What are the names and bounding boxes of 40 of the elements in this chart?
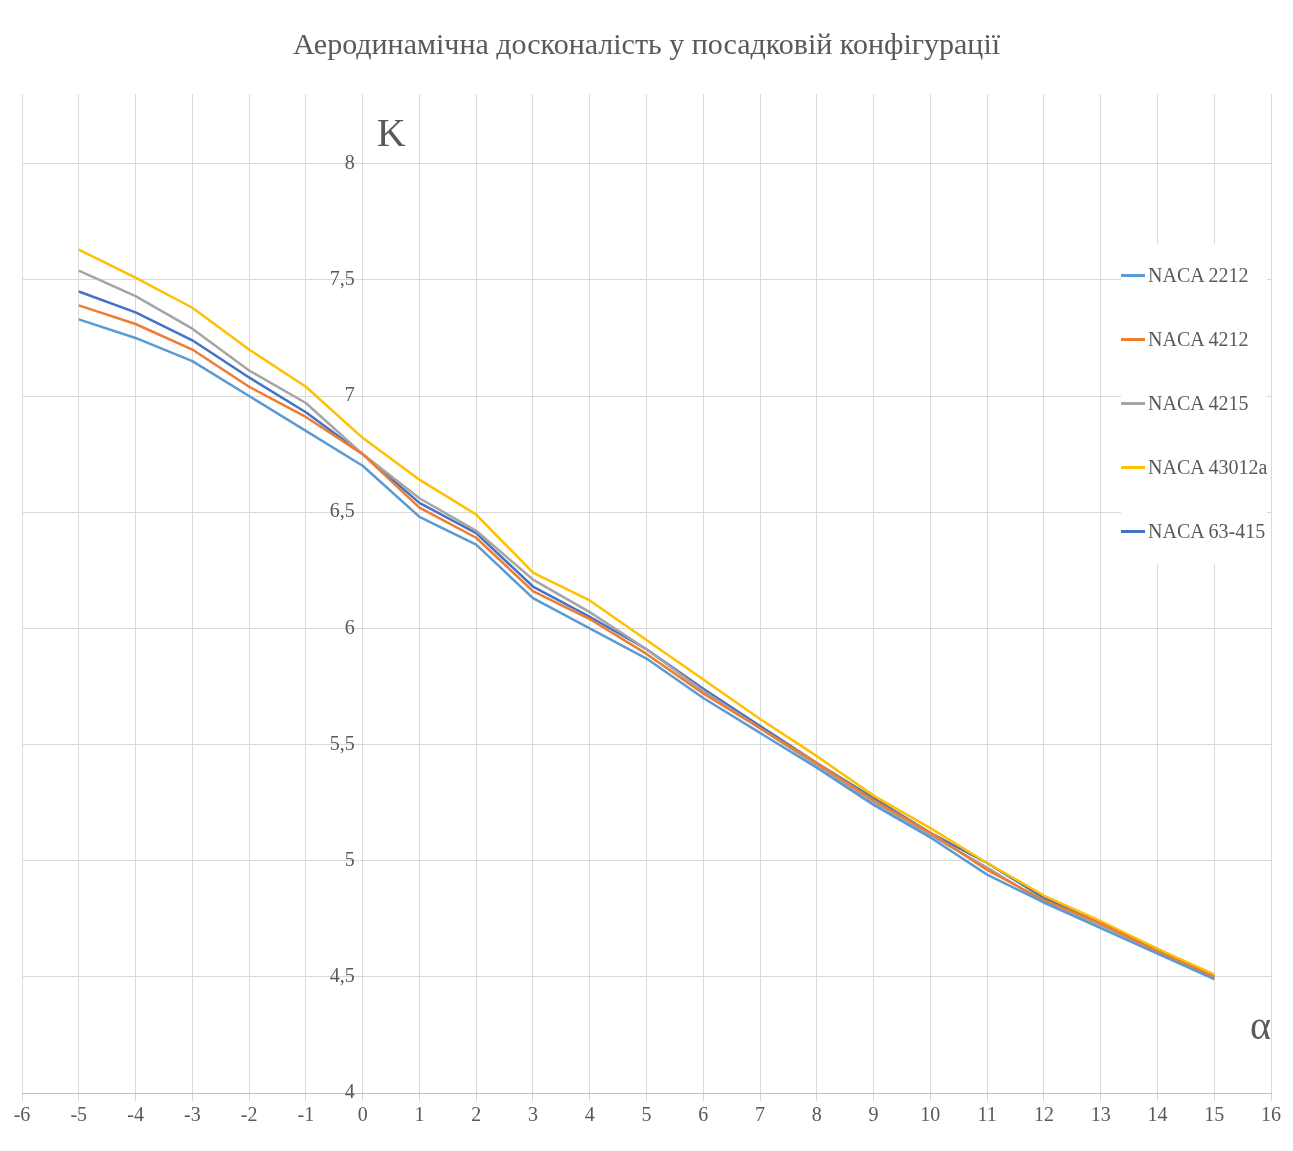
x-tick-label: 13 [1090,1103,1111,1126]
x-tick-label: 14 [1147,1103,1168,1126]
chart-title: Аеродинамічна досконалість у посадковій конфігурації [292,26,1001,60]
x-tick-label: 5 [641,1103,652,1126]
x-tick-label: 7 [755,1103,766,1126]
y-tick-label: 6,5 [329,499,355,522]
y-axis-title: K [376,110,406,156]
y-tick-label: 7 [344,383,355,406]
x-tick-label: -5 [70,1103,88,1126]
x-axis-title: α [1250,1002,1272,1048]
legend-label: NACA 63-415 [1148,520,1266,543]
x-tick-label: 4 [584,1103,595,1126]
x-tick-label: -6 [13,1103,31,1126]
x-tick-label: 16 [1261,1103,1281,1126]
x-tick-label: 10 [920,1103,941,1126]
y-tick-label: 6 [344,615,355,638]
x-tick-label: 2 [471,1103,482,1126]
x-tick-label: 0 [357,1103,368,1126]
y-tick-label: 5,5 [329,731,355,754]
x-tick-label: 11 [977,1103,997,1126]
y-tick-label: 8 [344,150,355,173]
x-tick-label: 8 [811,1103,822,1126]
legend-label: NACA 2212 [1148,264,1249,287]
x-tick-label: -4 [127,1103,144,1126]
x-tick-label: 9 [868,1103,879,1126]
x-tick-label: 15 [1204,1103,1225,1126]
x-tick-label: -2 [240,1103,258,1126]
y-tick-label: 5 [344,847,355,870]
x-tick-label: -1 [297,1103,315,1126]
x-tick-label: 12 [1033,1103,1054,1126]
y-tick-label: 4 [344,1080,355,1103]
x-tick-label: 6 [698,1103,709,1126]
legend-label: NACA 4212 [1148,328,1249,351]
x-tick-label: 3 [527,1103,538,1126]
x-tick-label: -3 [183,1103,201,1126]
legend-label: NACA 4215 [1148,392,1249,415]
y-tick-label: 7,5 [329,267,355,290]
x-tick-label: 1 [414,1103,425,1126]
legend-label: NACA 43012a [1148,456,1268,479]
y-tick-label: 4,5 [329,964,355,987]
